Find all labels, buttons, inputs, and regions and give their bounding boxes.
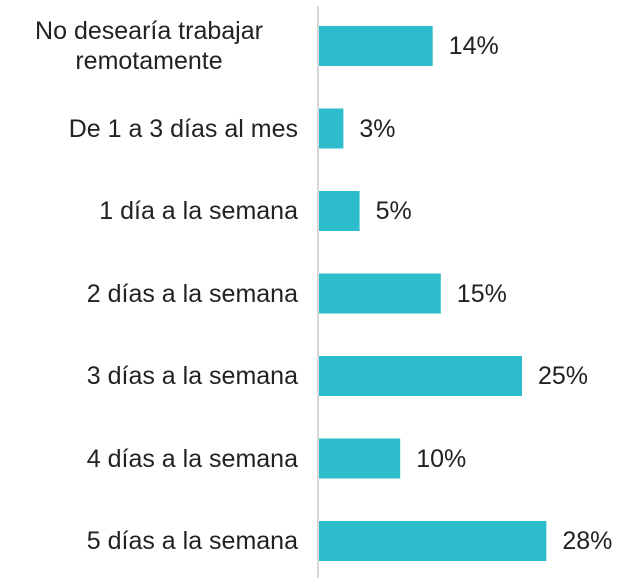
value-label: 5% (376, 196, 412, 226)
value-label-text: 10% (416, 444, 467, 473)
value-label: 28% (562, 526, 612, 556)
category-label-text: 2 días a la semana (86, 279, 298, 308)
bar (319, 438, 401, 479)
value-label-text: 15% (456, 279, 507, 308)
value-label-text: 5% (375, 197, 412, 225)
bar (319, 521, 547, 561)
bar (319, 273, 441, 314)
category-label: 2 días a la semana (0, 279, 298, 309)
category-label-text: De 1 a 3 días al mes (68, 114, 298, 143)
value-label-text: 28% (562, 527, 613, 555)
value-label: 14% (449, 31, 499, 61)
category-label: No desearía trabajar remotamente (0, 16, 298, 76)
bar (319, 356, 522, 396)
value-label-text: 3% (359, 114, 396, 143)
category-label-text: 5 días a la semana (86, 527, 298, 555)
value-label-text: 25% (538, 362, 589, 390)
category-label-text: 3 días a la semana (86, 362, 298, 390)
category-label: De 1 a 3 días al mes (0, 114, 298, 144)
category-label: 4 días a la semana (0, 444, 298, 474)
value-label: 10% (416, 444, 466, 474)
category-label-text: 4 días a la semana (86, 444, 298, 473)
bar (319, 108, 344, 149)
bar (319, 26, 433, 66)
category-label: 3 días a la semana (0, 361, 298, 391)
category-label: 5 días a la semana (0, 526, 298, 556)
category-label: 1 día a la semana (0, 196, 298, 226)
value-label-text: 14% (448, 32, 499, 60)
value-label: 3% (359, 114, 395, 144)
bar (319, 191, 360, 231)
category-label-text: 1 día a la semana (99, 197, 298, 225)
value-label: 25% (538, 361, 588, 391)
value-label: 15% (457, 279, 507, 309)
category-label-text: No desearía trabajar remotamente (35, 17, 263, 75)
